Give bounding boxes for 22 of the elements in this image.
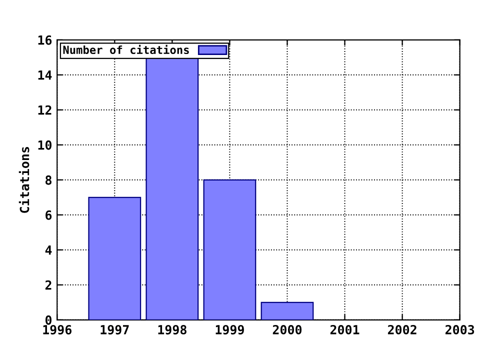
y-tick-label: 0 bbox=[45, 315, 52, 325]
bar bbox=[260, 302, 314, 320]
y-tick-label: 8 bbox=[46, 175, 52, 185]
x-tick-label: 2001 bbox=[330, 324, 360, 334]
bar bbox=[203, 179, 256, 320]
x-tick-label: 1999 bbox=[216, 325, 244, 334]
x-tick-label: 2002 bbox=[388, 324, 416, 334]
x-tick-label: 2003 bbox=[445, 324, 474, 334]
y-tick-label: 12 bbox=[38, 105, 52, 115]
x-tick-label: 2000 bbox=[272, 324, 302, 334]
y-tick-label: 6 bbox=[46, 210, 52, 220]
legend-label: Number of citations bbox=[63, 44, 189, 54]
y-tick-label: 16 bbox=[38, 35, 52, 45]
y-tick-label: 2 bbox=[45, 280, 52, 290]
y-tick-label: 14 bbox=[38, 70, 52, 80]
x-tick-label: 1998 bbox=[158, 324, 186, 334]
x-tick-label: 1996 bbox=[43, 324, 72, 334]
bar bbox=[88, 196, 142, 320]
x-tick-label: 1997 bbox=[100, 325, 129, 334]
y-tick-label: 4 bbox=[45, 246, 52, 255]
y-axis-title: Citations bbox=[18, 147, 30, 213]
y-tick-label: 10 bbox=[38, 140, 52, 150]
